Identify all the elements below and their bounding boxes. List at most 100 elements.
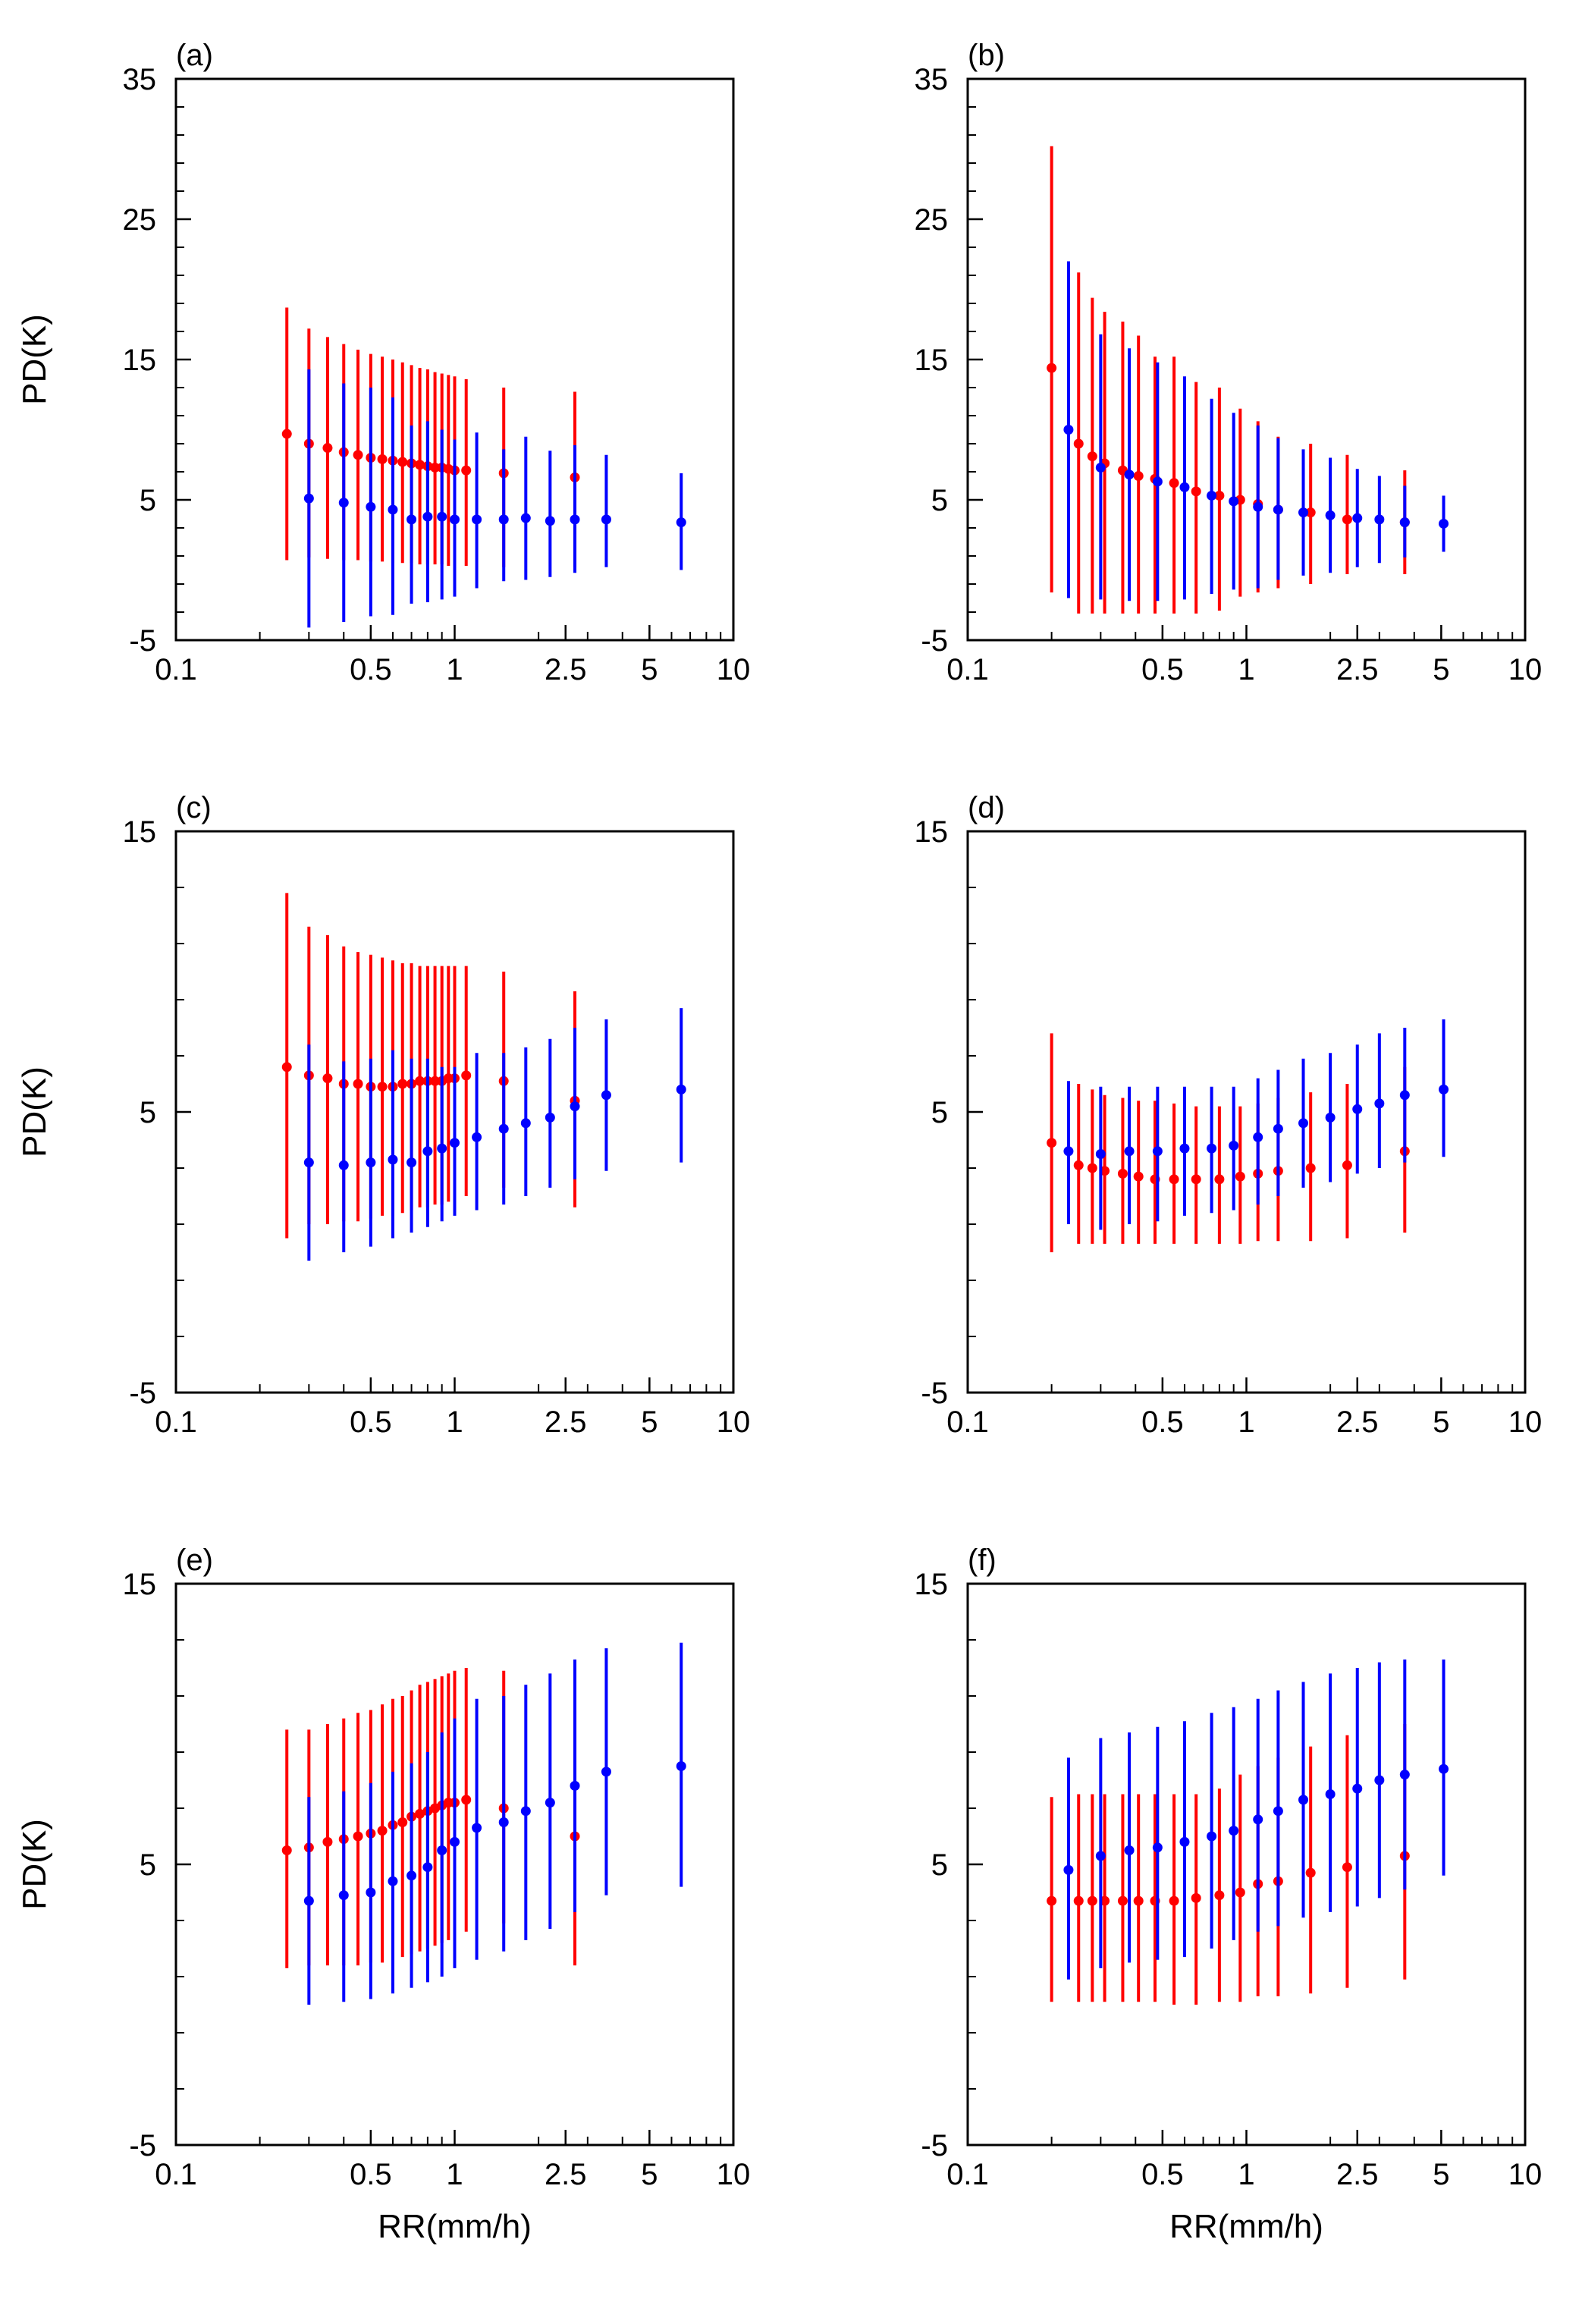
data-point (1374, 1775, 1385, 1785)
x-tick-label: 2.5 (1336, 653, 1379, 686)
plot-frame (174, 1582, 735, 2147)
data-point (397, 1817, 408, 1827)
data-point (520, 1806, 531, 1817)
data-point (461, 465, 472, 476)
data-point (1124, 470, 1135, 480)
data-point (1073, 438, 1084, 449)
data-point (1305, 1867, 1316, 1878)
series-blue (303, 1642, 686, 2005)
data-point (1352, 513, 1363, 523)
data-point (1169, 1895, 1179, 1906)
x-tick-label: 0.5 (350, 1405, 392, 1439)
y-axis-title: PD(K) (16, 1066, 53, 1157)
data-point (397, 1079, 408, 1089)
x-tick-label: 1 (1238, 653, 1254, 686)
data-point (472, 1823, 482, 1833)
y-tick-label: -5 (129, 2129, 156, 2162)
data-point (498, 1123, 509, 1134)
x-axis-title: RR(mm/h) (1169, 2208, 1323, 2245)
x-tick-label: 10 (1508, 1405, 1543, 1439)
panel-a: (a) 0.1 0.5 1 2.5 5 10 -5 5 15 25 35 PD(K) (16, 39, 750, 686)
data-point (1095, 462, 1106, 473)
plot-frame (174, 830, 735, 1394)
x-tick-label: 5 (641, 1405, 658, 1439)
data-point (422, 1862, 433, 1873)
data-point (1152, 1842, 1163, 1853)
data-point (437, 1143, 447, 1154)
data-point (388, 504, 398, 515)
data-point (1229, 1140, 1239, 1151)
series-red (1047, 1033, 1410, 1252)
data-point (1124, 1146, 1135, 1157)
y-tick-label: -5 (921, 624, 948, 658)
x-tick-label: 1 (446, 1405, 463, 1439)
series-blue (1063, 261, 1449, 601)
data-point (1095, 1851, 1106, 1861)
data-point (1235, 1171, 1245, 1182)
data-point (472, 514, 482, 525)
data-point (437, 1845, 447, 1855)
data-point (1374, 514, 1385, 525)
data-point (1117, 1895, 1128, 1906)
data-point (1439, 1763, 1449, 1774)
data-point (422, 1146, 433, 1157)
data-point (353, 450, 363, 460)
y-axis-title: PD(K) (16, 1819, 53, 1910)
data-point (601, 1767, 611, 1777)
panel-label: (b) (968, 39, 1005, 72)
data-point (1399, 1090, 1410, 1101)
x-tick-label: 0.5 (1141, 2158, 1184, 2191)
data-point (461, 1070, 472, 1081)
data-point (498, 1817, 509, 1827)
data-point (1253, 1132, 1263, 1142)
data-point (322, 443, 333, 454)
data-point (461, 1795, 472, 1805)
data-point (1073, 1160, 1084, 1170)
data-point (397, 457, 408, 467)
y-tick-label: 25 (915, 203, 949, 237)
data-point (415, 1076, 425, 1086)
data-point (1298, 507, 1309, 518)
data-point (1087, 451, 1097, 462)
data-point (450, 1138, 460, 1148)
data-point (520, 513, 531, 523)
y-tick-label: 35 (123, 63, 157, 96)
data-point (676, 1084, 686, 1094)
data-point (437, 511, 447, 522)
y-tick-label: 15 (915, 344, 949, 377)
panel-b: (b) 0.1 0.5 1 2.5 5 10 -5 5 15 25 35 (915, 39, 1543, 686)
x-tick-label: 2.5 (545, 653, 587, 686)
y-tick-label: 5 (140, 484, 156, 517)
x-tick-label: 2.5 (1336, 2158, 1379, 2191)
data-point (601, 1090, 611, 1101)
y-tick-label: 15 (123, 815, 157, 849)
y-tick-label: 25 (123, 203, 157, 237)
data-point (406, 1870, 417, 1881)
data-point (422, 511, 433, 522)
data-point (1179, 1143, 1190, 1154)
data-point (1298, 1795, 1309, 1805)
data-point (366, 1157, 376, 1168)
y-tick-label: 15 (915, 1568, 949, 1601)
data-point (430, 1076, 441, 1086)
data-point (1169, 1174, 1179, 1185)
data-point (1325, 1789, 1336, 1799)
panel-label: (c) (176, 791, 212, 824)
data-point (415, 460, 425, 470)
x-tick-label: 10 (717, 1405, 751, 1439)
x-tick-label: 10 (717, 653, 751, 686)
x-tick-label: 0.1 (155, 1405, 197, 1439)
data-point (1229, 1826, 1239, 1836)
data-point (1063, 1146, 1074, 1157)
data-point (520, 1118, 531, 1129)
data-point (1273, 1123, 1283, 1134)
data-point (338, 1890, 349, 1901)
data-point (1191, 1892, 1201, 1903)
data-point (1214, 1890, 1225, 1901)
x-tick-label: 5 (1433, 2158, 1449, 2191)
y-tick-label: 35 (915, 63, 949, 96)
panel-c: (c) 0.1 0.5 1 2.5 5 10 -5 5 15 PD(K) (16, 791, 750, 1439)
x-axis-title: RR(mm/h) (378, 2208, 532, 2245)
data-point (303, 493, 314, 504)
